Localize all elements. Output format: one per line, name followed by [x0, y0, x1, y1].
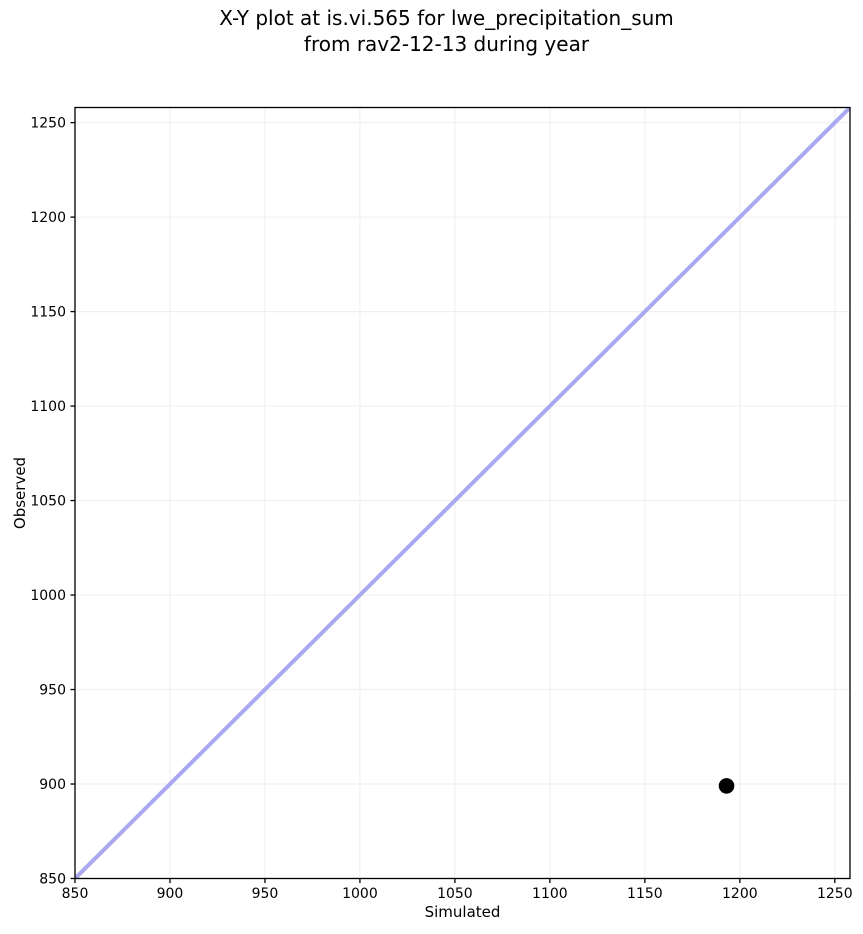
identity-line — [75, 107, 850, 879]
y-tick-label: 1000 — [30, 588, 66, 604]
x-tick-label: 900 — [157, 886, 184, 902]
y-axis-label: Observed — [11, 456, 29, 530]
x-tick-label: 1150 — [627, 886, 663, 902]
y-tick-label: 1150 — [30, 305, 66, 321]
data-point — [718, 778, 735, 794]
y-tick-label: 1200 — [30, 210, 66, 226]
x-axis-label: Simulated — [424, 903, 501, 921]
x-tick-label: 1200 — [722, 886, 758, 902]
plot-border — [74, 106, 851, 880]
chart-title-line-2: from rav2-12-13 during year — [303, 32, 590, 56]
x-tick-label: 1100 — [532, 886, 568, 902]
y-tick-label: 1050 — [30, 494, 66, 510]
chart-title: X-Y plot at is.vi.565 for lwe_precipitat… — [15, 5, 863, 57]
y-tick-label: 850 — [39, 872, 66, 888]
chart-title-line-1: X-Y plot at is.vi.565 for lwe_precipitat… — [219, 6, 674, 30]
y-tick-label: 1100 — [30, 399, 66, 415]
x-tick-label: 850 — [62, 886, 89, 902]
x-tick-label: 950 — [252, 886, 279, 902]
x-tick-label: 1050 — [437, 886, 473, 902]
y-tick-label: 1250 — [30, 116, 66, 132]
x-tick-label: 1250 — [817, 886, 853, 902]
x-tick-label: 1000 — [342, 886, 378, 902]
y-tick-label: 950 — [39, 683, 66, 699]
y-tick-label: 900 — [39, 777, 66, 793]
